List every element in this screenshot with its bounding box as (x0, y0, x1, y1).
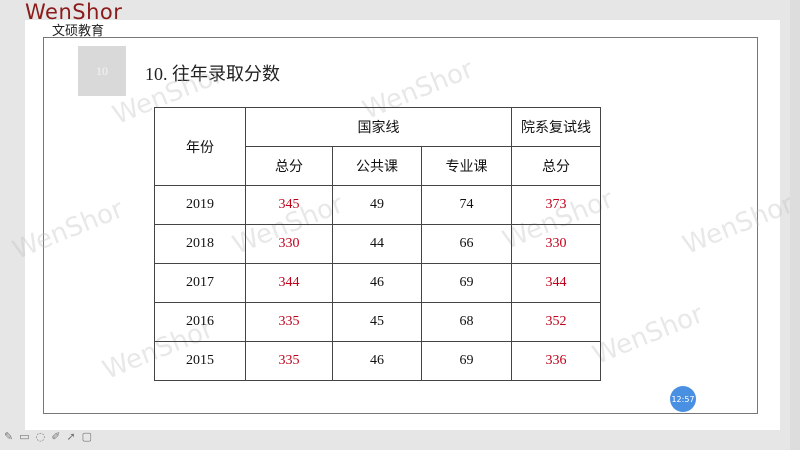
brand-subtitle: 文硕教育 (52, 24, 105, 39)
cell-year: 2019 (154, 185, 246, 225)
cell-total: 330 (245, 224, 333, 264)
cell-dept: 352 (511, 302, 601, 342)
cell-public: 46 (332, 263, 422, 303)
cell-total: 335 (245, 302, 333, 342)
comment-icon[interactable]: ◌ (35, 430, 46, 443)
cell-total: 344 (245, 263, 333, 303)
cell-total: 345 (245, 185, 333, 225)
brand-logo: WenShor (25, 0, 123, 24)
cell-major: 69 (421, 341, 512, 381)
header-public: 公共课 (332, 146, 422, 186)
header-dept-total: 总分 (511, 146, 601, 186)
cell-public: 44 (332, 224, 422, 264)
header-year: 年份 (154, 107, 246, 186)
table-row: 2016 335 45 68 352 (154, 302, 601, 342)
eraser-icon[interactable]: ▭ (19, 430, 30, 443)
cell-dept: 373 (511, 185, 601, 225)
slide-number: 10 (78, 46, 126, 96)
slide-title: 10. 往年录取分数 (145, 64, 280, 84)
cell-public: 49 (332, 185, 422, 225)
header-dept-line: 院系复试线 (511, 107, 601, 147)
pointer-icon[interactable]: ➚ (66, 430, 76, 443)
timer-badge[interactable]: 12:57 (670, 386, 696, 412)
cell-year: 2018 (154, 224, 246, 264)
pen-icon[interactable]: ✎ (4, 430, 14, 443)
cell-major: 74 (421, 185, 512, 225)
table-row: 2019 345 49 74 373 (154, 185, 601, 225)
cell-major: 66 (421, 224, 512, 264)
cell-dept: 330 (511, 224, 601, 264)
cell-year: 2017 (154, 263, 246, 303)
annotation-toolbar: ✎ ▭ ◌ ✐ ➚ ▢ (4, 430, 92, 444)
cell-year: 2016 (154, 302, 246, 342)
cell-major: 69 (421, 263, 512, 303)
cell-public: 46 (332, 341, 422, 381)
cell-major: 68 (421, 302, 512, 342)
table-row: 2015 335 46 69 336 (154, 341, 601, 381)
header-major: 专业课 (421, 146, 512, 186)
highlighter-icon[interactable]: ✐ (51, 430, 61, 443)
cell-public: 45 (332, 302, 422, 342)
cell-dept: 336 (511, 341, 601, 381)
scrollbar[interactable] (790, 0, 800, 450)
header-total: 总分 (245, 146, 333, 186)
table-row: 2018 330 44 66 330 (154, 224, 601, 264)
cell-dept: 344 (511, 263, 601, 303)
cell-total: 335 (245, 341, 333, 381)
screen-icon[interactable]: ▢ (81, 430, 93, 443)
cell-year: 2015 (154, 341, 246, 381)
admission-score-table: 年份 国家线 院系复试线 总分 公共课 专业课 总分 2019 345 49 74 37… (154, 107, 601, 381)
table-row: 2017 344 46 69 344 (154, 263, 601, 303)
header-national-line: 国家线 (245, 107, 512, 147)
